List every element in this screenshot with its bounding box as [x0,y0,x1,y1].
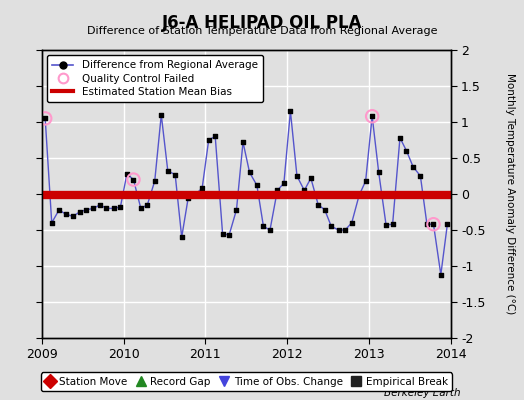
Point [219,230,227,237]
Point [429,221,438,228]
Point [211,133,220,140]
Point [423,221,431,228]
Point [300,187,309,194]
Point [409,164,417,170]
Point [184,194,192,201]
Point [204,137,213,143]
Point [69,213,77,220]
Point [163,168,172,174]
Y-axis label: Monthly Temperature Anomaly Difference (°C): Monthly Temperature Anomaly Difference (… [505,73,515,315]
Point [150,178,159,184]
Point [293,173,301,179]
Point [347,220,356,226]
Point [41,115,49,122]
Text: Berkeley Earth: Berkeley Earth [385,388,461,398]
Point [362,178,370,184]
Point [96,202,104,208]
Point [239,139,247,145]
Point [41,115,49,122]
Point [61,211,70,217]
Point [273,187,281,194]
Point [55,207,63,213]
Point [314,202,322,208]
Point [129,176,138,183]
Point [321,207,329,213]
Point [368,113,376,120]
Point [327,223,335,230]
Point [388,221,397,228]
Point [178,234,186,240]
Point [198,185,206,192]
Point [137,205,145,212]
Point [102,205,111,212]
Point [232,207,241,213]
Point [416,173,424,179]
Point [396,135,404,141]
Point [382,222,390,228]
Point [245,169,254,176]
Point [402,148,411,154]
Point [75,209,84,215]
Point [191,191,200,197]
Point [110,205,118,212]
Text: J6-A HELIPAD OIL PLA: J6-A HELIPAD OIL PLA [162,14,362,32]
Point [307,175,315,181]
Point [429,221,438,228]
Legend: Difference from Regional Average, Quality Control Failed, Estimated Station Mean: Difference from Regional Average, Qualit… [47,55,263,102]
Point [157,112,166,118]
Text: Difference of Station Temperature Data from Regional Average: Difference of Station Temperature Data f… [87,26,437,36]
Point [286,108,294,114]
Point [143,202,151,208]
Point [225,232,233,238]
Point [334,227,343,233]
Point [171,171,179,178]
Point [436,272,445,278]
Point [355,192,363,199]
Point [341,227,350,233]
Point [253,182,261,188]
Point [368,113,376,120]
Point [48,220,56,226]
Point [129,176,138,183]
Point [82,207,90,213]
Point [266,227,274,233]
Point [443,221,452,228]
Point [116,204,125,210]
Point [259,223,268,230]
Legend: Station Move, Record Gap, Time of Obs. Change, Empirical Break: Station Move, Record Gap, Time of Obs. C… [40,372,452,391]
Point [89,205,97,212]
Point [280,180,288,186]
Point [375,169,383,176]
Point [123,171,131,177]
